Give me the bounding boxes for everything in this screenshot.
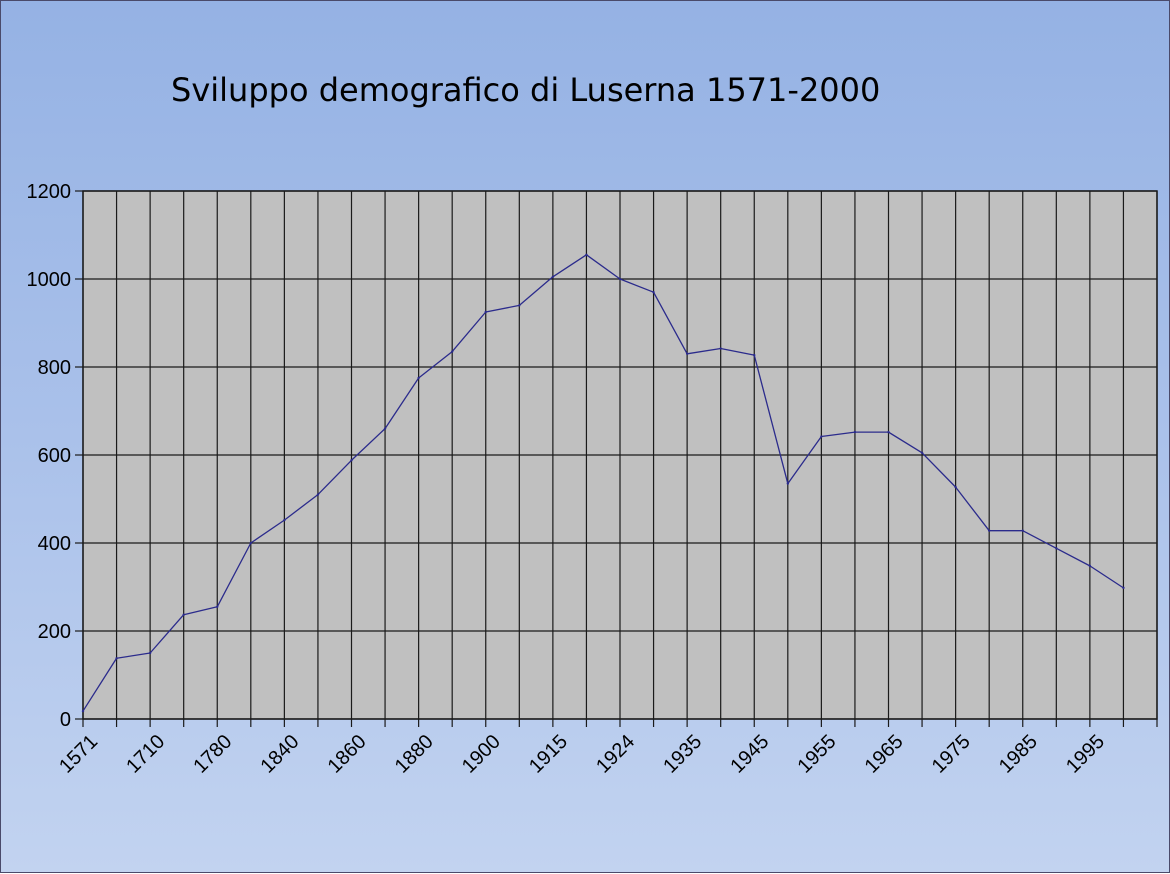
data-point [887,430,890,434]
x-tick-label: 1840 [257,731,304,778]
x-tick-label: 1860 [324,731,371,778]
data-point [1088,564,1092,568]
y-tick-label: 600 [38,445,71,467]
data-point [484,310,487,314]
x-tick-label: 1965 [861,731,908,778]
data-point [383,427,387,430]
y-tick-label: 400 [38,533,71,555]
data-point [920,451,924,454]
data-point [954,485,957,489]
data-point [182,613,185,616]
data-point [853,430,857,434]
x-tick-label: 1955 [794,731,841,778]
y-tick-label: 800 [38,357,71,379]
x-tick-label: 1935 [659,731,706,778]
data-point [148,651,152,655]
data-point [1021,529,1024,532]
data-point [350,459,353,462]
data-point [551,275,555,278]
x-tick-label: 1924 [592,731,639,778]
data-point [652,291,655,294]
y-tick-label: 200 [38,621,71,643]
x-tick-label: 1995 [1062,731,1109,778]
data-point [283,518,286,522]
x-tick-label: 1780 [189,731,236,778]
data-point [753,353,756,357]
data-point [81,709,85,713]
data-point [450,350,454,353]
x-tick-label: 1945 [726,731,773,778]
data-point [618,277,622,281]
data-point [316,493,320,496]
y-tick-label: 1200 [27,181,72,203]
data-point [987,529,991,532]
data-point [518,304,521,307]
x-tick-label: 1571 [55,731,102,778]
data-point [820,435,823,438]
data-point [417,376,420,380]
data-point [685,352,689,355]
data-point [786,482,790,485]
x-tick-label: 1880 [391,731,438,778]
data-point [719,347,722,350]
x-tick-label: 1710 [122,731,169,778]
data-point [1122,586,1125,590]
x-tick-label: 1985 [995,731,1042,778]
y-tick-label: 0 [60,709,71,731]
x-tick-label: 1975 [928,731,975,778]
chart-title: Sviluppo demografico di Luserna 1571-200… [171,71,881,109]
y-tick-label: 1000 [27,269,72,291]
series-line [82,254,1124,712]
data-point [216,605,219,608]
x-tick-label: 1915 [525,731,572,778]
data-point [249,541,253,545]
x-tick-label: 1900 [458,731,505,778]
data-point [1055,547,1058,550]
data-point [585,253,588,256]
data-point [115,657,118,660]
